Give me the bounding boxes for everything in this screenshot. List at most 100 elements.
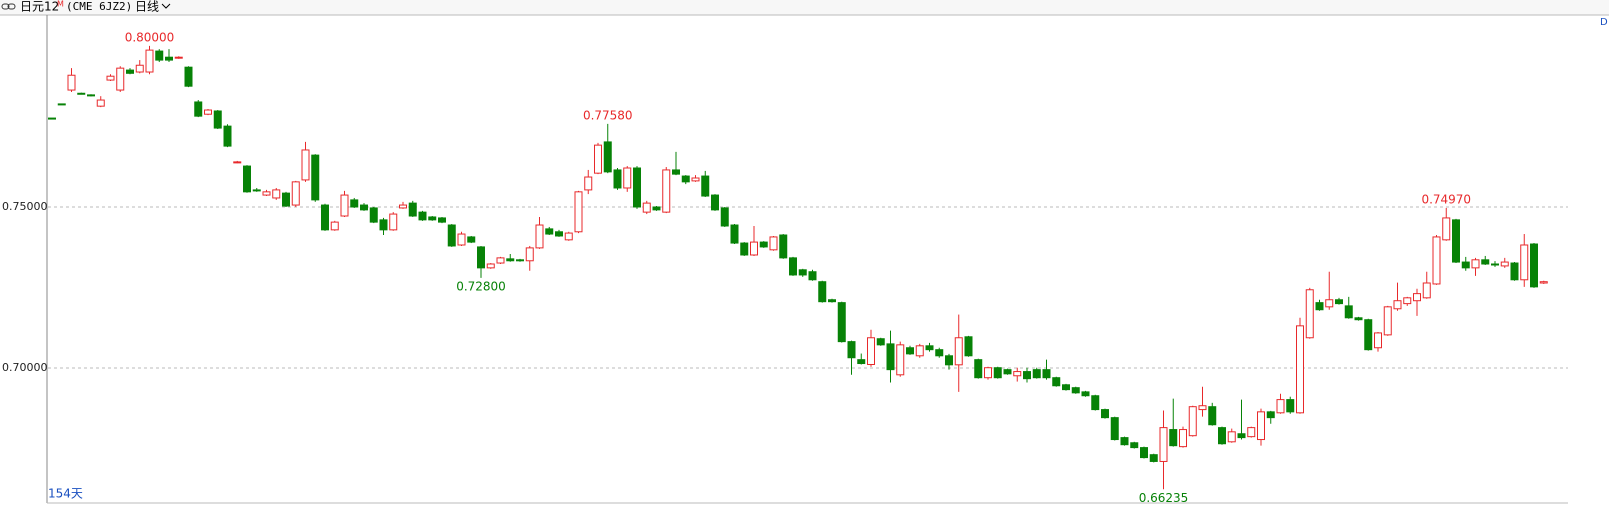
- period-selector[interactable]: 日线: [135, 0, 159, 14]
- candle-body: [906, 347, 914, 355]
- candle-body: [252, 189, 261, 192]
- candle-body: [408, 202, 417, 217]
- header: 日元12 M (CME 6JZ2) 日线 D: [0, 0, 1609, 28]
- header-bar: [0, 0, 1609, 15]
- candle-body: [867, 337, 875, 365]
- corner-label: D: [1600, 17, 1608, 28]
- candle-body: [204, 109, 212, 115]
- candle-body: [1042, 369, 1051, 379]
- candle-body: [555, 231, 563, 237]
- candle-body: [564, 232, 573, 241]
- candle-body: [730, 224, 739, 244]
- candle-body: [1052, 377, 1061, 387]
- candle-body: [135, 64, 144, 73]
- candle-body: [1325, 299, 1334, 308]
- candle-body: [477, 246, 485, 269]
- candle-body: [525, 247, 534, 262]
- candle-body: [1530, 243, 1538, 288]
- candle-body: [213, 110, 222, 129]
- candle-body: [886, 343, 895, 371]
- candle-body: [711, 194, 719, 211]
- candle-body: [496, 257, 505, 264]
- candle-body: [516, 259, 524, 262]
- candle-body: [1091, 395, 1100, 411]
- extreme-label: 0.72800: [456, 279, 506, 293]
- candle-body: [223, 125, 232, 147]
- candle-body: [1169, 429, 1178, 447]
- candle-body: [272, 189, 281, 199]
- candle-body: [145, 49, 154, 73]
- candle-body: [1208, 406, 1217, 426]
- candle-body: [486, 263, 495, 269]
- candle-body: [340, 194, 349, 217]
- candle-body: [1393, 300, 1402, 310]
- candle-body: [77, 92, 86, 95]
- candle-body: [837, 302, 846, 343]
- candle-body: [896, 344, 905, 376]
- candle-body: [652, 206, 661, 211]
- candle-body: [447, 224, 456, 247]
- candle-body: [1461, 261, 1470, 269]
- candle-body: [1159, 427, 1168, 462]
- candle-body: [1491, 263, 1499, 266]
- candle-body: [330, 221, 339, 231]
- candle-body: [262, 191, 271, 196]
- candle-body: [642, 202, 651, 213]
- candle-body: [174, 56, 183, 59]
- candle-body: [720, 207, 729, 227]
- candle-body: [57, 103, 66, 106]
- candle-body: [964, 336, 973, 357]
- candle-body: [691, 177, 700, 182]
- candle-body: [828, 299, 836, 303]
- candle-body: [545, 228, 554, 235]
- candle-body: [945, 355, 953, 366]
- candle-body: [633, 167, 641, 208]
- candle-body: [535, 224, 544, 249]
- candle-body: [321, 204, 329, 231]
- candle-body: [1032, 369, 1041, 379]
- candle-body: [1432, 236, 1441, 285]
- candle-body: [584, 176, 593, 191]
- candle-body: [1130, 442, 1139, 449]
- candle-body: [1296, 325, 1304, 414]
- candle-body: [984, 367, 992, 379]
- candle-body: [808, 271, 817, 281]
- candle-body: [1315, 302, 1324, 311]
- candle-body: [1188, 406, 1197, 437]
- candle-body: [291, 181, 300, 206]
- candle-body: [457, 233, 466, 246]
- candle-body: [233, 161, 242, 164]
- candle-body: [1198, 405, 1207, 411]
- days-label: 154天: [48, 487, 83, 501]
- candle-body: [935, 349, 944, 357]
- candle-body: [1442, 217, 1451, 241]
- candle-body: [399, 204, 407, 209]
- dropdown-arrow[interactable]: [161, 3, 171, 9]
- candle-body: [1227, 431, 1236, 443]
- candle-body: [301, 149, 310, 181]
- candle-body: [954, 337, 963, 366]
- candle-body: [1305, 289, 1314, 339]
- candle-body: [613, 169, 622, 189]
- candle-body: [1081, 391, 1090, 397]
- candle-body: [1257, 411, 1265, 441]
- candle-body: [1120, 437, 1129, 446]
- candle-body: [155, 50, 164, 61]
- candle-body: [1510, 262, 1519, 281]
- candle-body: [672, 169, 680, 175]
- candle-body: [1023, 371, 1031, 380]
- candle-body: [1140, 447, 1148, 459]
- candle-body: [750, 241, 758, 256]
- candle-body: [1374, 332, 1382, 349]
- candle-body: [915, 345, 924, 357]
- candle-body: [87, 94, 95, 97]
- y-tick-label: 0.75000: [2, 200, 48, 213]
- candle-body: [1422, 282, 1431, 299]
- candle-body: [1247, 427, 1256, 438]
- link-icon[interactable]: [1, 3, 16, 10]
- candle-body: [857, 359, 866, 365]
- candle-body: [1539, 281, 1548, 284]
- candle-body: [1071, 387, 1080, 394]
- candle-body: [1452, 219, 1460, 263]
